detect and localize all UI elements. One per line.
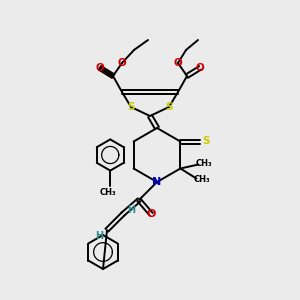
Text: O: O [118,58,126,68]
Text: O: O [196,63,204,73]
Text: H: H [95,231,103,241]
Text: N: N [152,177,162,187]
Text: O: O [174,58,182,68]
Text: CH₃: CH₃ [196,159,213,168]
Text: S: S [202,136,210,146]
Text: H: H [127,205,135,215]
Text: S: S [165,102,173,112]
Text: O: O [96,63,104,73]
Text: S: S [127,102,135,112]
Text: CH₃: CH₃ [194,175,211,184]
Text: O: O [146,209,156,219]
Text: CH₃: CH₃ [100,188,116,197]
